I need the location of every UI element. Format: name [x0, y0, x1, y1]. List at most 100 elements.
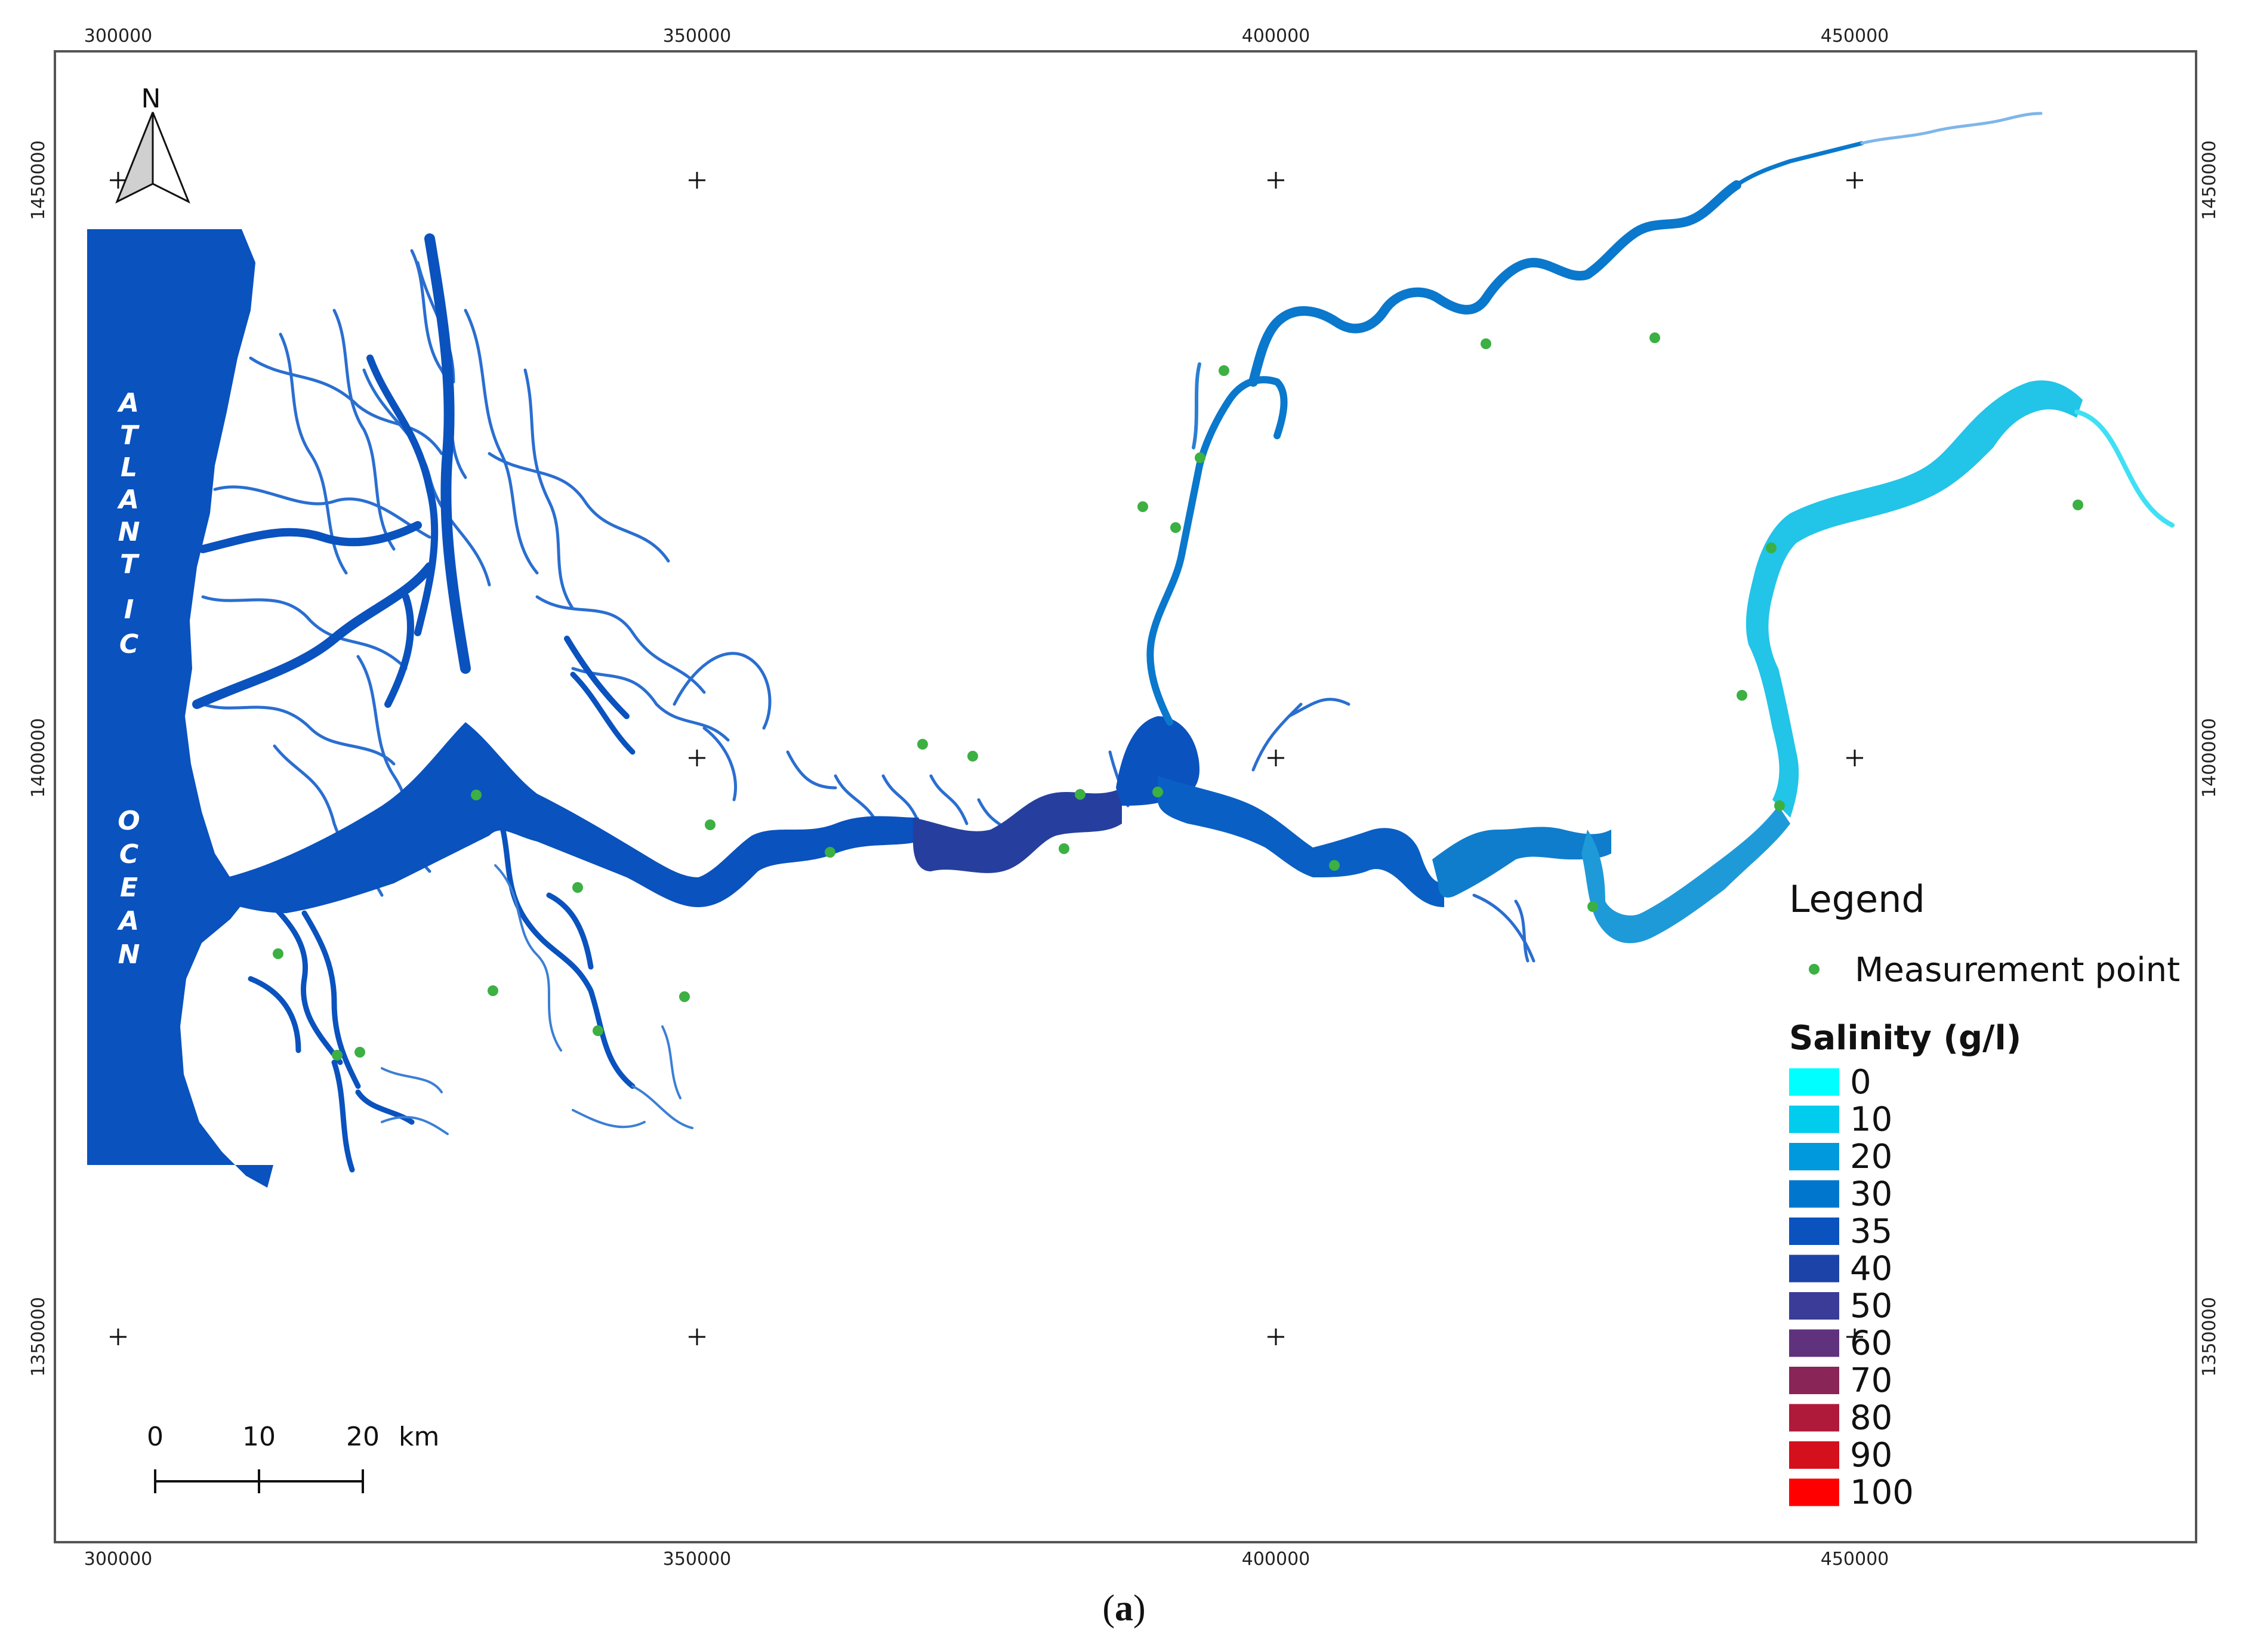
- north-arrow-icon: [115, 112, 190, 204]
- measurement-point: [354, 1047, 365, 1058]
- scale-bar: 0 10 20 km: [147, 1422, 439, 1493]
- measurement-point: [572, 882, 583, 893]
- y-tick-right-2: 1400000: [2199, 718, 2220, 798]
- main-channel-east-2: [1432, 827, 1611, 898]
- legend-point-label: Measurement point: [1855, 951, 2180, 990]
- measurement-point: [332, 1050, 343, 1061]
- measurement-point: [1152, 787, 1163, 797]
- measurement-point: [679, 991, 690, 1002]
- measurement-point: [825, 847, 835, 858]
- main-channel-east: [1158, 776, 1444, 907]
- legend-swatch-40: [1789, 1255, 1839, 1283]
- figure-caption: (a): [0, 1588, 2248, 1630]
- legend-swatch-50: [1789, 1292, 1839, 1320]
- x-tick-bottom-1: 300000: [84, 1549, 153, 1570]
- x-tick-top-3: 400000: [1242, 26, 1310, 47]
- ocean-letter-6: T: [120, 549, 140, 580]
- scale-label-0: 0: [147, 1422, 164, 1452]
- measurement-point: [1481, 338, 1491, 349]
- measurement-points: [273, 332, 2083, 1061]
- measurement-point: [1737, 690, 1747, 701]
- measurement-point: [1137, 501, 1148, 512]
- legend-class-label-0: 0: [1850, 1063, 1871, 1102]
- ocean-letter-12: A: [117, 906, 139, 936]
- measurement-point: [1219, 365, 1229, 376]
- tributary-network: [201, 249, 1535, 963]
- measurement-point: [1774, 800, 1785, 811]
- cyan-reach: [1746, 380, 2083, 818]
- legend-swatch-90: [1789, 1441, 1839, 1469]
- y-tick-left-2: 1400000: [28, 718, 49, 798]
- y-tick-right-1: 1450000: [2199, 140, 2220, 220]
- measurement-point: [1170, 522, 1181, 533]
- measurement-point: [488, 985, 498, 996]
- legend-swatch-35: [1789, 1218, 1839, 1245]
- measurement-point: [1059, 843, 1069, 854]
- legend-class-label-70: 70: [1850, 1361, 1892, 1400]
- ocean-letter-7: I: [124, 594, 134, 625]
- delta-main-channels: [192, 233, 636, 755]
- north-label: N: [141, 84, 161, 114]
- y-tick-left-3: 1350000: [28, 1297, 49, 1377]
- scale-unit: km: [399, 1422, 439, 1452]
- x-tick-bottom-2: 350000: [663, 1549, 732, 1570]
- x-tick-top-2: 350000: [663, 26, 732, 47]
- caption-open: (: [1102, 1588, 1115, 1629]
- legend: Legend Measurement point Salinity (g/l) …: [1789, 877, 2180, 1512]
- measurement-point: [1766, 543, 1777, 553]
- main-estuary: [221, 722, 919, 913]
- ocean-letter-8: C: [119, 629, 138, 659]
- legend-swatch-20: [1789, 1143, 1839, 1170]
- ocean-letter-13: N: [118, 939, 140, 970]
- scale-bar-line: [154, 1469, 364, 1493]
- southern-thin-branches: [381, 864, 693, 1135]
- cyan-headwater: [2074, 409, 2175, 528]
- legend-class-label-100: 100: [1850, 1474, 1914, 1512]
- measurement-point: [2073, 500, 2083, 510]
- caption-close: ): [1133, 1588, 1146, 1629]
- ocean-letter-4: A: [117, 485, 139, 515]
- legend-swatch-10: [1789, 1105, 1839, 1133]
- ocean-letter-9: O: [118, 806, 140, 836]
- legend-class-label-50: 50: [1850, 1287, 1892, 1326]
- measurement-point: [1075, 789, 1086, 800]
- legend-swatch-70: [1789, 1367, 1839, 1394]
- legend-class-label-20: 20: [1850, 1138, 1892, 1176]
- legend-title: Legend: [1789, 877, 1925, 921]
- y-tick-right-3: 1350000: [2199, 1297, 2220, 1377]
- northern-tributary: [1192, 362, 1201, 449]
- north-arrow: N: [115, 84, 190, 204]
- northern-headwater: [1860, 112, 2043, 145]
- legend-class-label-90: 90: [1850, 1436, 1892, 1475]
- measurement-point: [1195, 452, 1205, 463]
- hypersaline-reach: [913, 788, 1122, 873]
- legend-class-label-35: 35: [1850, 1212, 1892, 1251]
- legend-swatch-80: [1789, 1404, 1839, 1432]
- measurement-point: [273, 948, 283, 959]
- ocean-letter-3: L: [121, 452, 137, 483]
- atlantic-ocean: [87, 229, 273, 1188]
- x-tick-top-1: 300000: [84, 26, 153, 47]
- measurement-point: [967, 751, 978, 762]
- measurement-point: [593, 1025, 603, 1036]
- measurement-point: [1649, 332, 1660, 343]
- legend-class-label-80: 80: [1850, 1399, 1892, 1438]
- main-channel-east-3: [1581, 806, 1790, 944]
- x-tick-bottom-3: 400000: [1242, 1549, 1310, 1570]
- measurement-point: [471, 790, 482, 800]
- ocean-letter-5: N: [118, 517, 140, 547]
- measurement-point: [1329, 860, 1340, 871]
- scale-label-20: 20: [346, 1422, 380, 1452]
- x-tick-top-4: 450000: [1821, 26, 1889, 47]
- legend-point-symbol: [1809, 964, 1820, 975]
- legend-class-label-60: 60: [1850, 1324, 1892, 1363]
- scale-label-10: 10: [242, 1422, 276, 1452]
- legend-class-label-40: 40: [1850, 1250, 1892, 1289]
- ocean-letter-11: E: [120, 873, 138, 903]
- northern-branch: [1146, 141, 1864, 726]
- measurement-point: [705, 819, 716, 830]
- legend-swatch-60: [1789, 1329, 1839, 1357]
- ocean-letter-1: A: [117, 388, 139, 418]
